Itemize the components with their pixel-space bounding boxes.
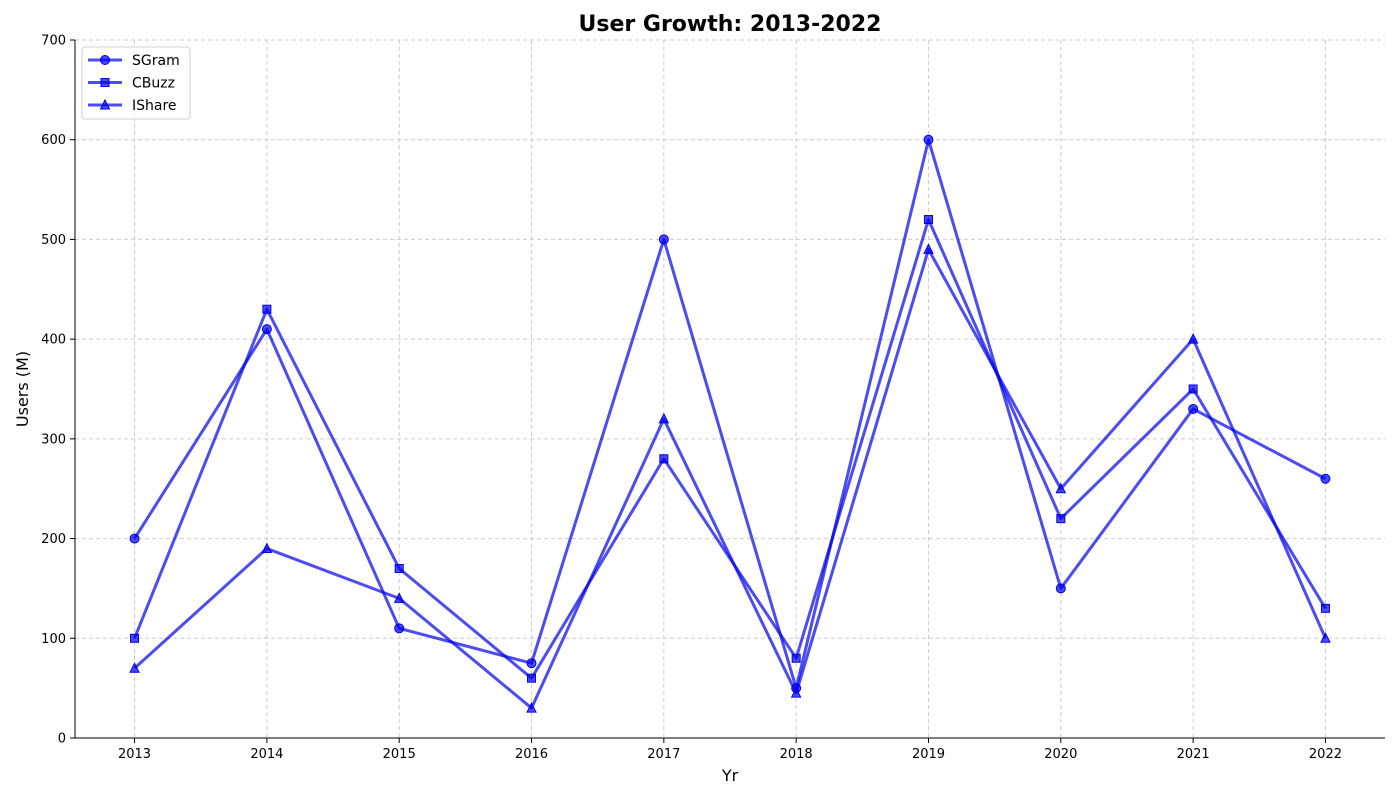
x-axis-title: Yr [721, 766, 739, 785]
data-point [1055, 583, 1066, 594]
data-point [1056, 514, 1066, 524]
data-point [261, 542, 273, 554]
data-point [262, 304, 272, 314]
data-point [1320, 603, 1330, 613]
series-line [133, 247, 1327, 710]
series-line [133, 138, 1327, 690]
y-tick-label: 300 [41, 432, 66, 447]
y-tick-label: 700 [41, 34, 66, 49]
data-point [1320, 473, 1331, 484]
series-line [133, 217, 1327, 680]
data-point [527, 673, 537, 683]
data-point [1320, 632, 1331, 643]
data-point [790, 687, 802, 698]
legend-marker [100, 78, 110, 87]
data-point [659, 454, 669, 464]
legend-label: CBuzz [132, 76, 175, 92]
data-point [1188, 403, 1199, 414]
data-point [129, 662, 140, 673]
legend-label: SGram [132, 53, 180, 69]
x-tick-label: 2015 [383, 747, 416, 762]
series-sgram [129, 134, 1331, 694]
data-point [1188, 384, 1198, 394]
x-tick-label: 2021 [1177, 747, 1210, 762]
legend-marker [100, 55, 110, 65]
legend: SGram CBuzz IShare [81, 46, 191, 120]
data-point [658, 234, 669, 245]
data-point [1055, 482, 1067, 494]
legend-item: CBuzz [88, 76, 175, 92]
y-tick-label: 600 [41, 133, 66, 148]
x-tick-label: 2022 [1309, 747, 1342, 762]
data-point [658, 412, 670, 424]
y-axis-title: Users (M) [13, 351, 32, 427]
x-tick-label: 2020 [1044, 747, 1077, 762]
grid [75, 39, 1385, 739]
data-point [394, 623, 405, 634]
x-tick-label: 2018 [780, 747, 813, 762]
data-point [791, 653, 801, 663]
axes: 0 100 200 300 400 500 600 700 2013 2014 2015 2016 20… [41, 34, 1385, 762]
legend-marker [99, 98, 111, 110]
legend-item: IShare [88, 98, 177, 114]
y-tick-label: 200 [41, 532, 66, 547]
data-point [393, 592, 405, 603]
x-tick-label: 2019 [912, 747, 945, 762]
y-tick-label: 400 [41, 333, 66, 348]
x-tick-label: 2016 [515, 747, 548, 762]
data-point [261, 324, 272, 335]
data-point [129, 533, 140, 544]
data-point [394, 563, 404, 573]
legend-item: SGram [88, 53, 180, 69]
data-point [1187, 333, 1199, 344]
x-tick-label: 2017 [647, 747, 680, 762]
y-tick-label: 500 [41, 233, 66, 248]
y-tick-label: 0 [58, 732, 66, 747]
series-cbuzz [130, 214, 1330, 683]
legend-label: IShare [132, 98, 177, 114]
data-point [923, 134, 934, 145]
data-point [130, 633, 140, 643]
data-point [923, 243, 934, 254]
legend-box [81, 46, 191, 120]
data-point [923, 214, 933, 224]
x-tick-label: 2013 [118, 747, 151, 762]
x-tick-label: 2014 [250, 747, 283, 762]
chart-title: User Growth: 2013-2022 [579, 12, 882, 37]
data-point [526, 658, 537, 669]
series-ishare [129, 243, 1331, 713]
data-point [526, 701, 537, 713]
series-layer [129, 134, 1331, 713]
y-tick-label: 100 [41, 632, 66, 647]
